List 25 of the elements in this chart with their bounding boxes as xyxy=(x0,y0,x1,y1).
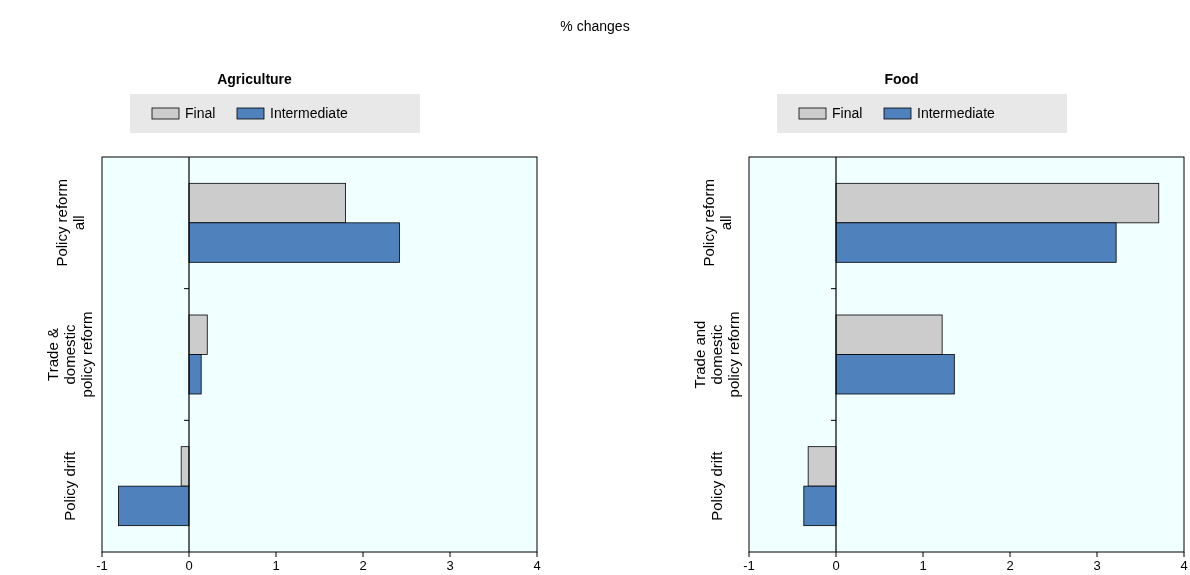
legend-label: Intermediate xyxy=(917,105,996,121)
x-tick-label: 0 xyxy=(832,558,840,573)
y-tick-label: Policy reform all xyxy=(699,179,734,267)
y-tick-label: Trade & domestic policy reform xyxy=(44,311,95,398)
y-tick-label: Policy reform all xyxy=(52,179,87,267)
x-tick-label: 3 xyxy=(446,558,454,573)
y-tick-label: Trade and domestic policy reform xyxy=(691,311,742,398)
y-tick-label: Policy drift xyxy=(708,450,725,521)
chart-title: Food xyxy=(884,71,919,87)
text: % changes xyxy=(560,18,630,34)
x-tick-label: -1 xyxy=(743,558,755,573)
x-tick-label: 3 xyxy=(1093,558,1101,573)
x-tick-label: -1 xyxy=(96,558,108,573)
chart-title: Agriculture xyxy=(217,71,293,87)
legend-label: Intermediate xyxy=(270,105,349,121)
legend-label: Final xyxy=(832,105,863,121)
x-tick-label: 2 xyxy=(1006,558,1014,573)
x-tick-label: 2 xyxy=(359,558,367,573)
x-tick-label: 4 xyxy=(1180,558,1188,573)
x-tick-label: 4 xyxy=(533,558,541,573)
x-tick-label: 1 xyxy=(272,558,280,573)
x-tick-label: 1 xyxy=(919,558,927,573)
y-tick-label: Policy drift xyxy=(61,450,78,521)
x-tick-label: 0 xyxy=(185,558,193,573)
legend-label: Final xyxy=(185,105,216,121)
